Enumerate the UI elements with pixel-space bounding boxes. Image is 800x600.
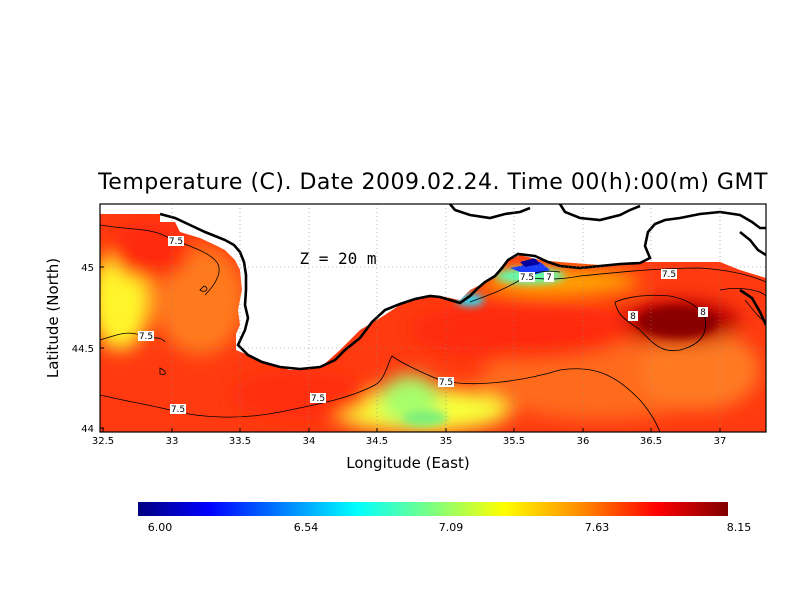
x-tick-label: 32.5 [92, 436, 114, 447]
contour-labels: 7.5 7.5 7.5 7.5 7.5 7.5 7.5 7 8 8 [138, 236, 708, 415]
x-tick-label: 35.5 [503, 436, 525, 447]
contour-label: 7.5 [662, 270, 676, 280]
contour-label: 7.5 [171, 405, 185, 415]
contour-label: 7.5 [520, 273, 534, 283]
coastline [159, 204, 766, 371]
grid [100, 204, 766, 432]
contour-label: 8 [630, 312, 636, 322]
plot-frame [99, 203, 767, 433]
colorbar-tick-label: 7.63 [585, 521, 610, 534]
x-tick-label: 36 [577, 436, 590, 447]
x-tick-label: 33 [166, 436, 179, 447]
depth-label: Z = 20 m [299, 249, 376, 268]
x-tick-label: 34 [303, 436, 316, 447]
y-tick-label: 45 [81, 263, 94, 274]
contour-label: 7 [546, 273, 552, 283]
x-tick-label: 36.5 [640, 436, 662, 447]
y-axis-label: Latitude (North) [44, 258, 62, 378]
contour-label: 8 [700, 308, 706, 318]
colorbar-tick-label: 8.15 [727, 521, 752, 534]
axis-ticks [100, 266, 721, 432]
colorbar-tick-label: 6.54 [294, 521, 319, 534]
contour-label: 7.5 [439, 378, 453, 388]
colorbar-tick-labels: 6.00 6.54 7.09 7.63 8.15 [148, 521, 752, 534]
colorbar-tick-label: 6.00 [148, 521, 173, 534]
x-tick-label: 37 [714, 436, 727, 447]
x-tick-label: 35 [440, 436, 453, 447]
y-tick-label: 44 [81, 424, 94, 435]
x-tick-label: 34.5 [366, 436, 388, 447]
y-tick-labels: 44 44.5 45 [72, 263, 94, 435]
land-crimea [100, 204, 766, 370]
contour-label: 7.5 [139, 332, 153, 342]
contour-label: 7.5 [169, 237, 183, 247]
x-axis-label: Longitude (East) [346, 454, 469, 472]
colorbar [138, 502, 728, 516]
chart-title: Temperature (C). Date 2009.02.24. Time 0… [98, 170, 768, 195]
x-tick-labels: 32.5 33 33.5 34 34.5 35 35.5 36 36.5 37 [92, 436, 727, 447]
contour-label: 7.5 [311, 394, 325, 404]
temperature-field [100, 204, 766, 432]
colorbar-tick-label: 7.09 [439, 521, 464, 534]
y-tick-label: 44.5 [72, 344, 94, 355]
x-tick-label: 33.5 [229, 436, 251, 447]
